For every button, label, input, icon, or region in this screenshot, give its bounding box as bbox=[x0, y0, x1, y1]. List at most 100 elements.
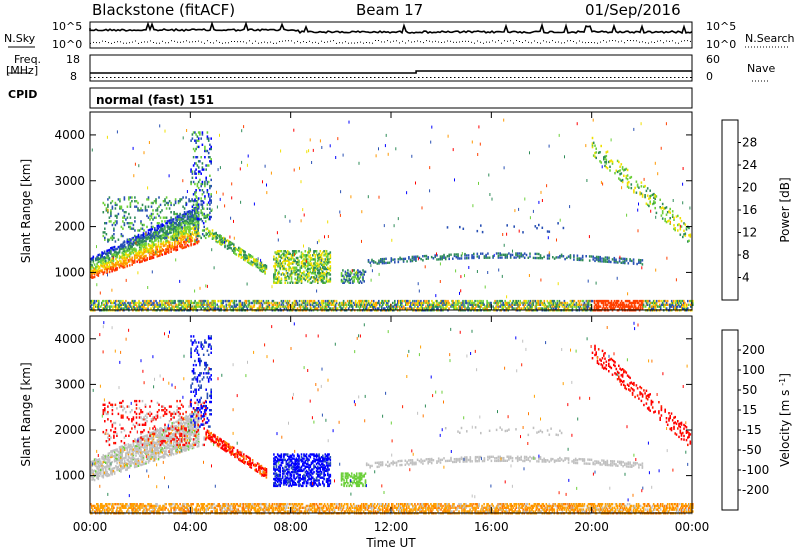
data-cell bbox=[283, 265, 285, 268]
data-cell bbox=[408, 256, 410, 259]
data-cell bbox=[457, 299, 459, 303]
data-cell bbox=[499, 253, 501, 256]
data-cell bbox=[183, 307, 185, 310]
data-cell bbox=[160, 252, 162, 255]
data-cell bbox=[468, 307, 470, 310]
data-cell bbox=[129, 222, 132, 225]
data-cell bbox=[291, 256, 294, 260]
data-cell bbox=[207, 303, 209, 306]
data-cell bbox=[90, 275, 92, 278]
data-cell bbox=[284, 305, 287, 308]
data-cell bbox=[473, 252, 475, 256]
nave-dot bbox=[442, 77, 444, 78]
data-cell bbox=[582, 303, 585, 306]
data-cell bbox=[401, 305, 403, 308]
data-cell bbox=[110, 247, 112, 250]
data-cell bbox=[106, 249, 108, 252]
data-cell bbox=[158, 305, 160, 308]
data-cell bbox=[317, 256, 319, 260]
data-cell bbox=[197, 231, 200, 235]
data-cell bbox=[549, 299, 552, 303]
data-cell bbox=[335, 299, 338, 303]
data-cell bbox=[548, 230, 551, 233]
data-cell bbox=[309, 305, 312, 308]
data-cell bbox=[641, 303, 644, 306]
data-cell bbox=[677, 214, 679, 218]
data-cell bbox=[299, 274, 301, 278]
data-cell bbox=[526, 305, 528, 308]
data-cell bbox=[195, 147, 197, 151]
data-cell bbox=[243, 255, 245, 258]
data-cell bbox=[210, 147, 212, 151]
nave-dot bbox=[178, 77, 180, 78]
data-cell bbox=[501, 307, 503, 310]
data-cell bbox=[396, 305, 398, 308]
nave-dot bbox=[414, 77, 416, 78]
data-cell bbox=[613, 256, 616, 260]
data-cell bbox=[109, 307, 111, 310]
data-cell bbox=[132, 236, 135, 240]
data-cell bbox=[298, 263, 300, 267]
data-cell bbox=[179, 236, 181, 240]
data-cell bbox=[106, 303, 108, 306]
data-cell bbox=[248, 301, 251, 305]
data-cell bbox=[529, 305, 532, 308]
data-cell bbox=[197, 217, 200, 221]
data-cell bbox=[295, 303, 298, 306]
data-cell bbox=[133, 239, 136, 242]
data-cell bbox=[539, 255, 542, 258]
data-cell bbox=[152, 209, 154, 212]
data-cell bbox=[343, 277, 345, 280]
data-cell bbox=[159, 247, 161, 250]
data-cell bbox=[586, 301, 589, 305]
data-cell bbox=[207, 156, 210, 159]
data-cell bbox=[350, 303, 353, 306]
data-cell bbox=[304, 301, 307, 305]
data-cell bbox=[284, 281, 286, 284]
data-cell bbox=[194, 193, 196, 196]
data-cell bbox=[190, 244, 192, 247]
data-cell bbox=[123, 198, 126, 201]
data-cell bbox=[615, 261, 617, 264]
data-cell bbox=[576, 258, 579, 261]
data-cell bbox=[288, 258, 290, 261]
data-cell bbox=[474, 299, 476, 303]
data-cell bbox=[606, 167, 609, 170]
data-cell bbox=[119, 205, 121, 208]
data-cell bbox=[138, 255, 141, 258]
data-cell bbox=[194, 149, 196, 153]
data-cell bbox=[378, 262, 380, 265]
data-cell bbox=[307, 270, 309, 273]
data-cell bbox=[310, 281, 313, 284]
data-cell bbox=[260, 301, 263, 305]
data-cell bbox=[91, 301, 93, 305]
data-cell bbox=[446, 301, 448, 305]
data-cell bbox=[350, 272, 353, 275]
data-cell bbox=[364, 299, 367, 303]
data-cell bbox=[156, 209, 159, 212]
data-cell bbox=[279, 305, 282, 308]
data-cell bbox=[113, 249, 116, 253]
noise-search-dot bbox=[384, 41, 385, 43]
data-cell bbox=[131, 251, 133, 254]
data-cell bbox=[125, 299, 127, 303]
data-cell bbox=[560, 301, 563, 305]
data-cell bbox=[621, 166, 624, 169]
data-cell bbox=[534, 305, 537, 308]
data-cell bbox=[323, 307, 326, 310]
data-cell bbox=[93, 301, 95, 305]
data-cell bbox=[215, 238, 217, 242]
data-cell bbox=[516, 253, 519, 257]
data-cell bbox=[629, 305, 632, 308]
data-cell bbox=[477, 301, 479, 305]
data-cell bbox=[361, 299, 364, 303]
data-cell bbox=[636, 262, 638, 266]
data-cell bbox=[202, 222, 205, 225]
data-cell bbox=[485, 305, 487, 308]
data-cell bbox=[106, 264, 108, 268]
data-cell bbox=[155, 231, 157, 234]
data-cell bbox=[195, 209, 197, 212]
data-cell bbox=[523, 256, 526, 259]
data-cell bbox=[577, 305, 580, 308]
data-cell bbox=[167, 225, 170, 228]
